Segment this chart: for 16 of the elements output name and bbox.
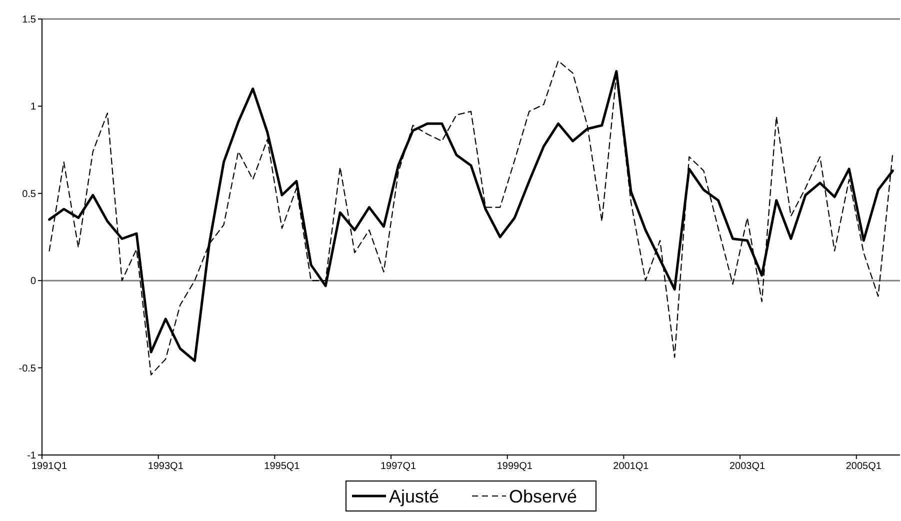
x-tick-label: 1999Q1: [496, 461, 533, 472]
legend-label: Observé: [509, 486, 578, 506]
y-tick-label: 1: [30, 102, 36, 113]
legend-label: Ajusté: [389, 486, 440, 506]
x-tick-label: 2001Q1: [613, 461, 650, 472]
y-tick-label: -0.5: [18, 363, 36, 374]
x-tick-label: 1993Q1: [148, 461, 184, 472]
x-tick-label: 1995Q1: [264, 461, 300, 472]
y-tick-label: 0: [30, 276, 36, 288]
x-tick-label: 2003Q1: [730, 461, 766, 472]
x-tick-label: 2005Q1: [846, 461, 882, 472]
x-tick-label: 1991Q1: [31, 461, 68, 472]
y-tick-label: 0.5: [22, 188, 36, 200]
y-tick-label: -1: [27, 450, 36, 462]
y-tick-label: 1.5: [22, 14, 36, 26]
x-tick-label: 1997Q1: [380, 461, 417, 472]
